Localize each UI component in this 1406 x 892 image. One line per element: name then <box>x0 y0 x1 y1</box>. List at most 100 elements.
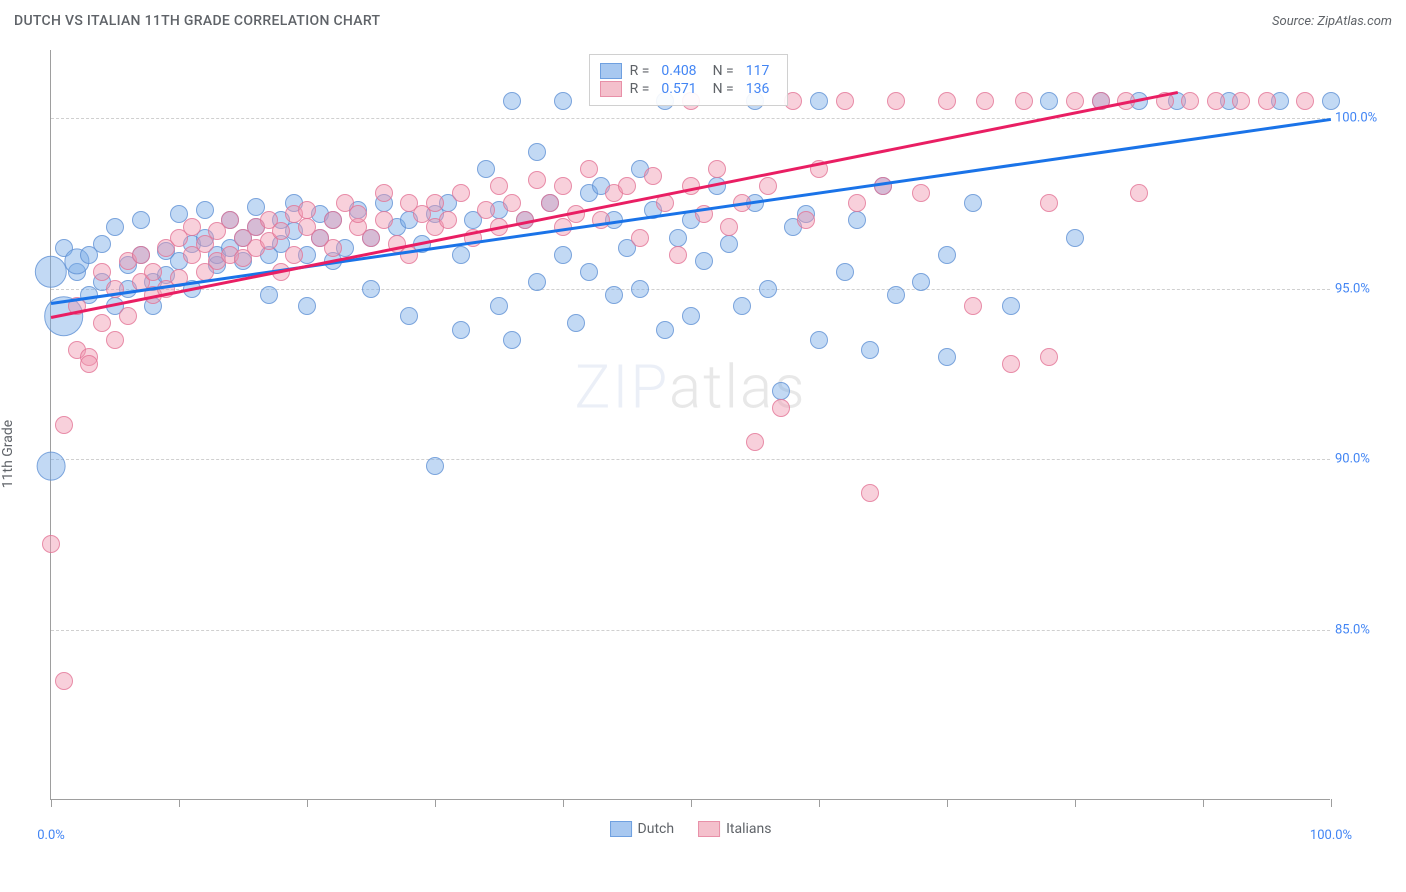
scatter-point <box>1040 348 1058 366</box>
plot-area: ZIPatlas 85.0%90.0%95.0%100.0%0.0%100.0%… <box>50 50 1330 800</box>
scatter-point <box>656 321 674 339</box>
scatter-point <box>503 194 521 212</box>
series-legend-item: Italians <box>698 821 771 837</box>
chart-source: Source: ZipAtlas.com <box>1272 14 1392 29</box>
scatter-point <box>298 201 316 219</box>
gridline <box>51 118 1330 119</box>
scatter-point <box>1181 92 1199 110</box>
scatter-point <box>631 229 649 247</box>
x-tick <box>1075 799 1076 807</box>
scatter-point <box>55 672 73 690</box>
scatter-point <box>580 160 598 178</box>
scatter-point <box>1207 92 1225 110</box>
series-label: Italians <box>726 821 771 837</box>
scatter-point <box>93 263 111 281</box>
scatter-point <box>362 280 380 298</box>
scatter-point <box>554 177 572 195</box>
legend-n-value: 136 <box>746 81 770 97</box>
scatter-point <box>452 184 470 202</box>
scatter-point <box>426 194 444 212</box>
scatter-point <box>55 416 73 434</box>
y-tick-label: 90.0% <box>1335 452 1390 467</box>
series-legend: Dutch Italians <box>610 821 772 837</box>
scatter-point <box>183 218 201 236</box>
scatter-point <box>324 211 342 229</box>
scatter-point <box>528 273 546 291</box>
scatter-point <box>375 211 393 229</box>
scatter-point <box>695 252 713 270</box>
scatter-point <box>42 535 60 553</box>
legend-row: R =0.571N =136 <box>600 81 778 97</box>
scatter-point <box>362 229 380 247</box>
scatter-point <box>541 194 559 212</box>
legend-r-label: R = <box>630 81 650 97</box>
scatter-point <box>912 184 930 202</box>
y-tick-label: 95.0% <box>1335 281 1390 296</box>
y-axis-label: 11th Grade <box>0 420 16 488</box>
scatter-point <box>848 211 866 229</box>
series-legend-item: Dutch <box>610 821 675 837</box>
scatter-point <box>528 143 546 161</box>
chart-header: DUTCH VS ITALIAN 11TH GRADE CORRELATION … <box>0 0 1406 40</box>
scatter-point <box>848 194 866 212</box>
x-tick <box>435 799 436 807</box>
scatter-point <box>720 218 738 236</box>
scatter-point <box>554 92 572 110</box>
scatter-point <box>285 246 303 264</box>
scatter-point <box>759 177 777 195</box>
scatter-point <box>260 286 278 304</box>
gridline <box>51 289 1330 290</box>
scatter-point <box>477 160 495 178</box>
watermark-part1: ZIP <box>574 352 669 423</box>
legend-r-value: 0.571 <box>661 81 696 97</box>
scatter-point <box>106 218 124 236</box>
x-tick <box>691 799 692 807</box>
scatter-point <box>720 235 738 253</box>
x-tick <box>307 799 308 807</box>
chart-title: DUTCH VS ITALIAN 11TH GRADE CORRELATION … <box>14 13 380 29</box>
scatter-point <box>132 246 150 264</box>
scatter-point <box>37 452 66 481</box>
x-tick-label: 0.0% <box>37 828 65 843</box>
scatter-point <box>1002 355 1020 373</box>
scatter-point <box>592 211 610 229</box>
scatter-point <box>93 314 111 332</box>
scatter-point <box>452 321 470 339</box>
scatter-point <box>874 177 892 195</box>
scatter-point <box>938 92 956 110</box>
scatter-point <box>196 235 214 253</box>
scatter-point <box>35 255 67 287</box>
series-label: Dutch <box>638 821 675 837</box>
scatter-point <box>272 222 290 240</box>
scatter-point <box>759 280 777 298</box>
scatter-point <box>964 297 982 315</box>
scatter-point <box>400 307 418 325</box>
scatter-point <box>490 297 508 315</box>
scatter-point <box>144 263 162 281</box>
legend-swatch <box>600 63 622 79</box>
chart-container: 11th Grade ZIPatlas 85.0%90.0%95.0%100.0… <box>0 40 1406 852</box>
scatter-point <box>964 194 982 212</box>
scatter-point <box>1066 229 1084 247</box>
scatter-point <box>1130 184 1148 202</box>
scatter-point <box>196 201 214 219</box>
scatter-point <box>733 297 751 315</box>
scatter-point <box>797 211 815 229</box>
legend-swatch <box>610 821 632 837</box>
scatter-point <box>708 160 726 178</box>
scatter-point <box>426 457 444 475</box>
legend-r-value: 0.408 <box>661 63 696 79</box>
scatter-point <box>375 184 393 202</box>
scatter-point <box>669 246 687 264</box>
x-tick <box>563 799 564 807</box>
scatter-point <box>912 273 930 291</box>
scatter-point <box>861 341 879 359</box>
scatter-point <box>938 246 956 264</box>
correlation-legend: R =0.408N =117R =0.571N =136 <box>589 54 789 106</box>
scatter-point <box>644 167 662 185</box>
scatter-point <box>1002 297 1020 315</box>
scatter-point <box>618 177 636 195</box>
scatter-point <box>298 297 316 315</box>
scatter-point <box>772 399 790 417</box>
scatter-point <box>452 246 470 264</box>
